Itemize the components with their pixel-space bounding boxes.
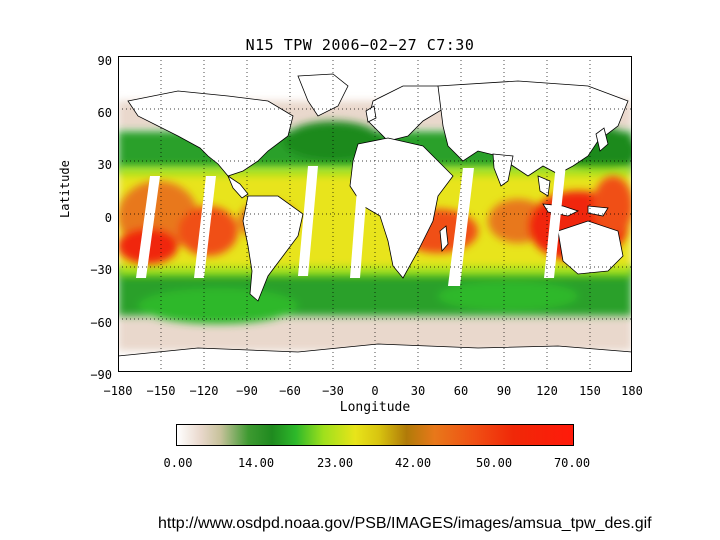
x-tick-label: −30 (322, 384, 344, 398)
colorbar-tick-label: 50.00 (475, 456, 513, 470)
swath-gaps (136, 164, 566, 286)
colorbar-tick-label: 0.00 (163, 456, 193, 470)
map-title: N15 TPW 2006−02−27 C7:30 (245, 36, 475, 54)
y-tick-label: −90 (90, 368, 112, 382)
x-tick-label: 150 (579, 384, 601, 398)
colorbar-tick-label: 70.00 (553, 456, 591, 470)
greenland-landmass (297, 73, 349, 117)
central-america-landmass (227, 174, 249, 199)
x-tick-label: 30 (410, 384, 426, 398)
colorbar-tick-label: 42.00 (394, 456, 432, 470)
colorbar-tick-label: 23.00 (316, 456, 354, 470)
source-url: http://www.osdpd.noaa.gov/PSB/IMAGES/ima… (158, 515, 652, 532)
tpw-map (118, 56, 632, 372)
colorbar (176, 424, 574, 446)
x-tick-label: 60 (453, 384, 469, 398)
japan-landmass (595, 127, 609, 152)
x-tick-label: −180 (103, 384, 133, 398)
gridlines (118, 56, 632, 372)
y-tick-label: 60 (97, 106, 112, 120)
australia-landmass (557, 220, 624, 275)
y-tick-label: −60 (90, 316, 112, 330)
continents (118, 73, 632, 372)
uk-landmass (365, 105, 377, 123)
south-america-landmass (242, 195, 304, 302)
colorbar-tick-label: 14.00 (237, 456, 275, 470)
europe-landmass (367, 85, 449, 142)
x-tick-label: 90 (496, 384, 512, 398)
y-tick-label: 0 (104, 211, 112, 225)
asia-landmass (437, 80, 629, 177)
india-landmass (492, 153, 514, 187)
y-tick-label: 90 (97, 54, 112, 68)
y-tick-label: −30 (90, 263, 112, 277)
plot-frame (118, 56, 632, 372)
madagascar-landmass (439, 225, 449, 252)
x-tick-label: 120 (536, 384, 558, 398)
x-tick-label: −60 (279, 384, 301, 398)
new-guinea-landmass (587, 205, 609, 217)
x-tick-label: −120 (189, 384, 219, 398)
x-tick-label: 180 (621, 384, 643, 398)
x-tick-label: −150 (146, 384, 176, 398)
x-axis-label: Longitude (339, 400, 411, 415)
x-tick-label: 0 (371, 384, 379, 398)
y-tick-label: 30 (97, 158, 112, 172)
north-america-landmass (127, 90, 294, 177)
x-tick-label: −90 (236, 384, 258, 398)
y-axis-label: Latitude (58, 160, 72, 218)
antarctica-landmass (118, 343, 632, 372)
